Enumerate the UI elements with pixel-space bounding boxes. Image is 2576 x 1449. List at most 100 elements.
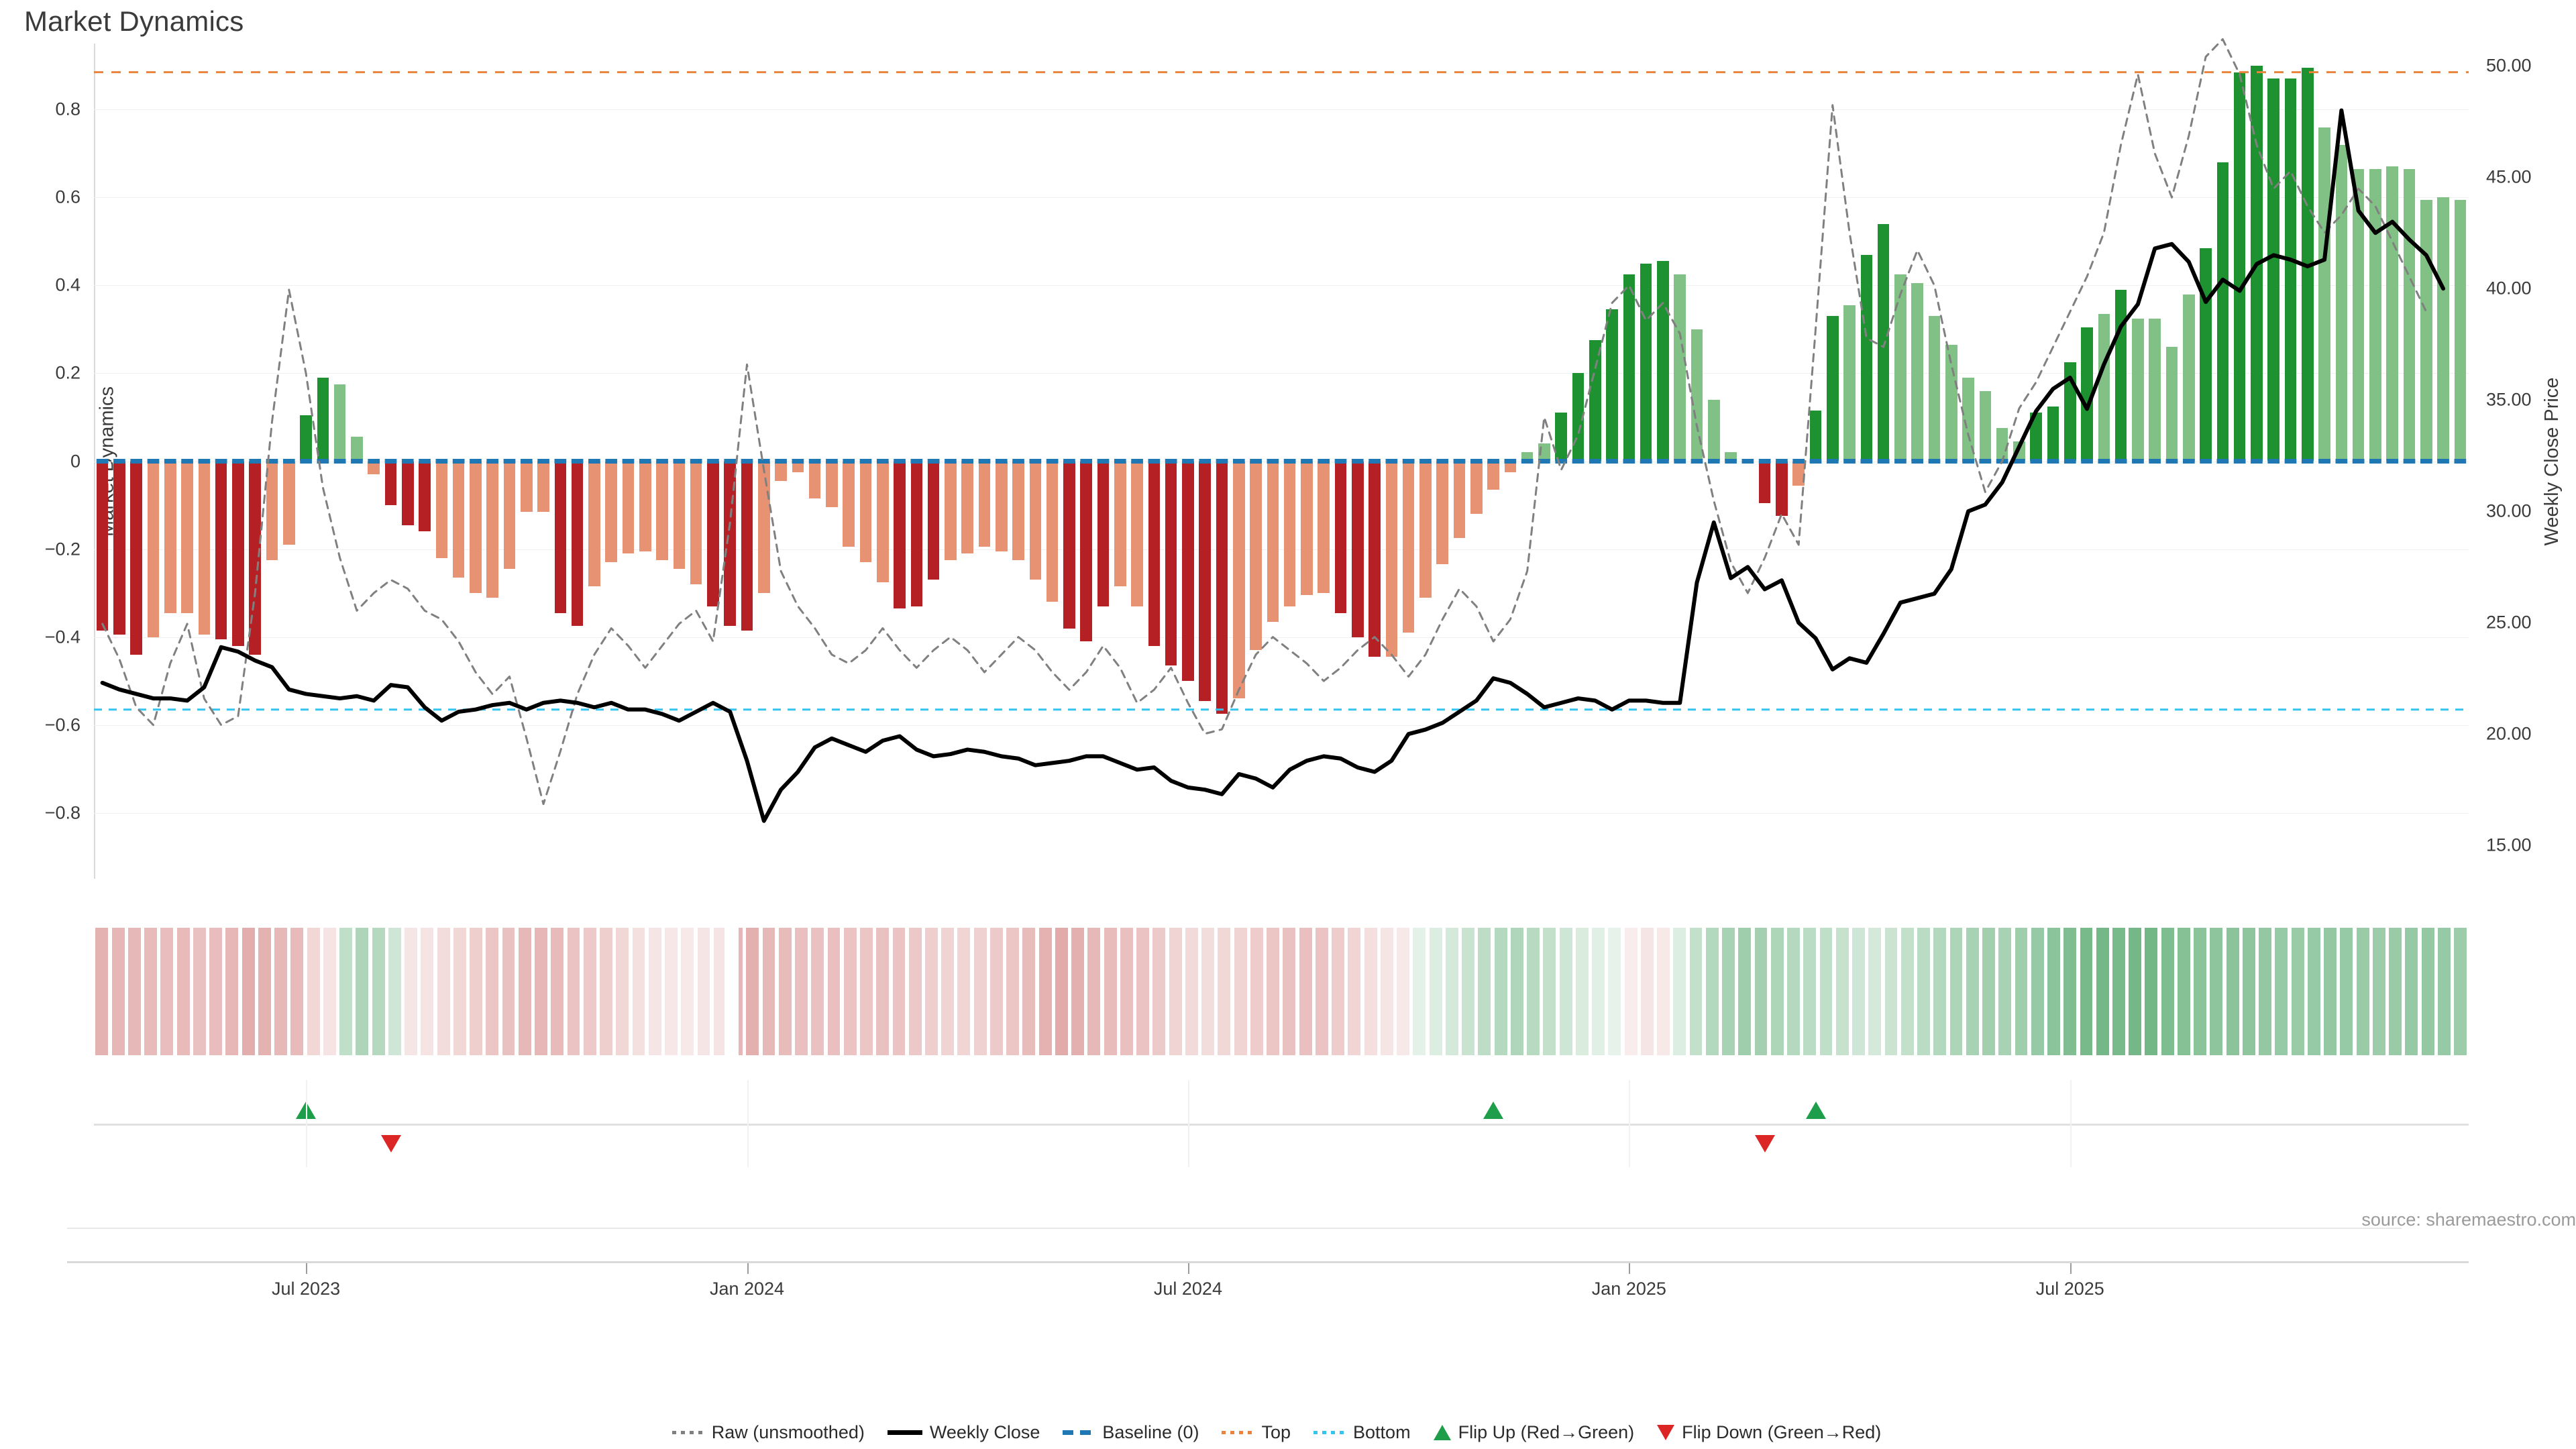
gridline — [94, 373, 2469, 374]
legend-item[interactable]: Raw (unsmoothed) — [672, 1422, 865, 1443]
market-dynamics-bar — [1606, 309, 1618, 462]
market-dynamics-bar — [317, 378, 329, 462]
legend-item[interactable]: Top — [1222, 1422, 1291, 1443]
heat-strip-cell — [876, 928, 890, 1055]
heat-strip-cell — [1185, 928, 1198, 1055]
flip-marker-panel — [94, 1073, 2469, 1174]
market-dynamics-bar — [1453, 461, 1466, 539]
heat-strip-cell — [2145, 928, 2158, 1055]
weekly-close-line — [100, 108, 2446, 823]
heat-strip-cell — [437, 928, 450, 1055]
x-axis: Jul 2023 Jan 2024 Jul 2024 Jan 2025 Jul 2025 — [67, 1261, 2469, 1308]
heat-strip-cell — [1201, 928, 1215, 1055]
heat-strip-cell — [1803, 928, 1817, 1055]
heat-strip-cell — [892, 928, 906, 1055]
heat-strip-cell — [1640, 928, 1654, 1055]
heat-strip-cell — [1038, 928, 1052, 1055]
heat-strip-cell — [1234, 928, 1247, 1055]
market-dynamics-bar — [1809, 411, 1822, 462]
y-axis-left-tick: −0.6 — [44, 714, 80, 735]
gridline — [94, 549, 2469, 550]
market-dynamics-bar — [1097, 461, 1110, 606]
heat-strip-cell — [1445, 928, 1458, 1055]
market-dynamics-bar — [215, 461, 227, 639]
y-axis-left-tick: −0.8 — [44, 802, 80, 823]
legend-dotted-line-icon — [672, 1431, 704, 1434]
heat-strip-cell — [339, 928, 353, 1055]
market-dynamics-bar — [198, 461, 211, 635]
heat-strip-cell — [405, 928, 418, 1055]
heat-strip-cell — [421, 928, 434, 1055]
market-dynamics-bar — [1860, 254, 1873, 462]
y-axis-right-tick: 45.00 — [2486, 166, 2532, 187]
flip-panel-gridline — [747, 1080, 749, 1167]
market-dynamics-bar — [1843, 305, 1856, 462]
heat-strip-cell — [2275, 928, 2288, 1055]
legend-triangle-down-icon — [1657, 1425, 1675, 1440]
market-dynamics-bar — [249, 461, 262, 655]
heat-strip-cell — [1169, 928, 1182, 1055]
flip-down-marker[interactable] — [380, 1135, 401, 1152]
heat-strip-cell — [600, 928, 612, 1055]
y-axis-left-tick: 0 — [70, 451, 80, 471]
flip-up-marker[interactable] — [1805, 1102, 1826, 1119]
heat-strip-cell — [2096, 928, 2109, 1055]
heat-strip-cell — [1283, 928, 1296, 1055]
heat-strip-cell — [2421, 928, 2434, 1055]
heat-strip-cell — [1462, 928, 1475, 1055]
heat-strip-gap — [724, 928, 739, 1055]
y-axis-right-tick: 50.00 — [2486, 55, 2532, 76]
market-dynamics-bar — [2216, 162, 2229, 462]
heat-strip-cell — [1315, 928, 1328, 1055]
heat-strip-cell — [1087, 928, 1101, 1055]
x-axis-tick-mark — [1629, 1263, 1631, 1274]
heat-strip-cell — [713, 928, 727, 1055]
legend-item[interactable]: Flip Up (Red→Green) — [1433, 1422, 1634, 1443]
heat-strip-cell — [2389, 928, 2402, 1055]
x-axis-tick-mark — [1187, 1263, 1189, 1274]
market-dynamics-bar — [232, 461, 244, 646]
heat-strip-cell — [1136, 928, 1150, 1055]
legend-item[interactable]: Weekly Close — [887, 1422, 1040, 1443]
market-dynamics-bar — [588, 461, 600, 587]
market-dynamics-bar — [910, 461, 923, 606]
legend-item[interactable]: Flip Down (Green→Red) — [1657, 1422, 1881, 1443]
source-attribution: source: sharemaestro.com — [2361, 1210, 2576, 1230]
market-dynamics-bar — [452, 461, 465, 578]
heat-strip-cell — [1397, 928, 1410, 1055]
heat-strip-cell — [2031, 928, 2044, 1055]
heat-strip-cell — [827, 928, 841, 1055]
heat-strip-cell — [1022, 928, 1036, 1055]
market-dynamics-bar — [2165, 347, 2178, 462]
market-dynamics-bar — [1877, 223, 1890, 462]
heat-strip-cell — [2291, 928, 2304, 1055]
market-dynamics-bar — [486, 461, 499, 598]
market-dynamics-bar — [1250, 461, 1262, 651]
market-dynamics-bar — [1996, 428, 2008, 462]
legend-item[interactable]: Bottom — [1313, 1422, 1411, 1443]
heat-strip-cell — [1364, 928, 1377, 1055]
market-dynamics-bar — [741, 461, 753, 631]
market-dynamics-bar — [1012, 461, 1024, 560]
market-dynamics-bar — [894, 461, 906, 608]
heat-strip-cell — [307, 928, 320, 1055]
market-dynamics-bar — [2149, 318, 2161, 462]
market-dynamics-bar — [1080, 461, 1093, 642]
market-dynamics-bar — [554, 461, 567, 613]
heat-strip-cell — [1527, 928, 1540, 1055]
heat-strip-cell — [1966, 928, 1979, 1055]
heat-strip-cell — [778, 928, 792, 1055]
market-dynamics-bar — [1555, 413, 1568, 462]
market-dynamics-bar — [656, 461, 668, 560]
market-dynamics-bar — [503, 461, 516, 570]
heat-strip-cell — [356, 928, 369, 1055]
heat-strip-cell — [2080, 928, 2093, 1055]
heat-strip-cell — [2324, 928, 2337, 1055]
market-dynamics-bar — [1199, 461, 1212, 701]
bottom-divider — [67, 1228, 2402, 1229]
flip-up-marker[interactable] — [1483, 1102, 1504, 1119]
flip-down-marker[interactable] — [1754, 1135, 1775, 1152]
market-dynamics-bar — [808, 461, 821, 499]
market-dynamics-bar — [2369, 168, 2381, 462]
legend-item[interactable]: Baseline (0) — [1063, 1422, 1199, 1443]
